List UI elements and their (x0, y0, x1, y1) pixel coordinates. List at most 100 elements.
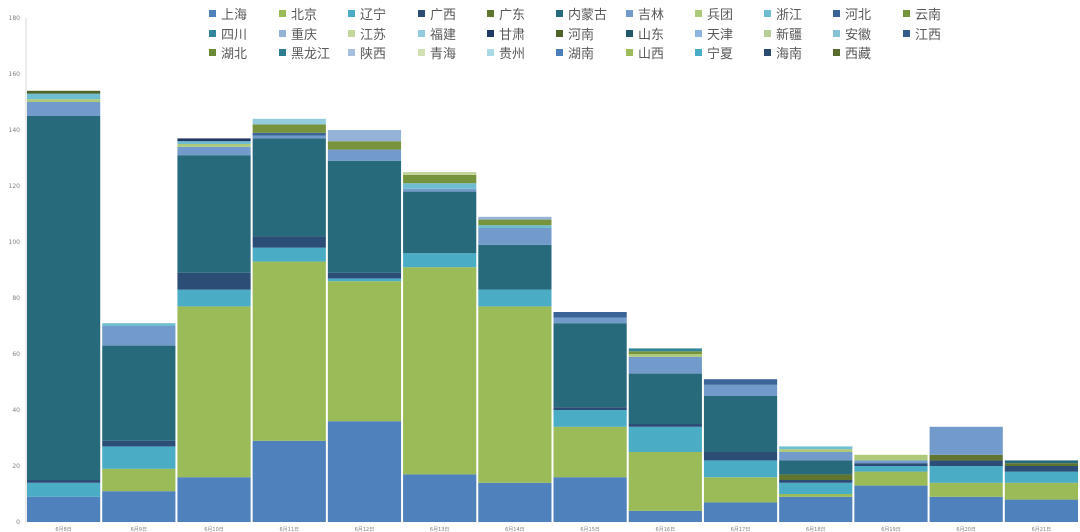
bar-segment-吉林-6月18日 (779, 452, 853, 461)
legend-item[interactable]: 山东 (626, 24, 664, 43)
legend-item[interactable]: 湖南 (556, 43, 594, 62)
legend-label: 江苏 (360, 27, 387, 43)
y-tick-label: 20 (12, 463, 20, 470)
legend-item[interactable]: 河南 (556, 24, 594, 43)
bar-segment-北京-6月19日 (854, 471, 928, 486)
legend-item[interactable]: 云南 (903, 4, 941, 23)
legend-swatch (833, 49, 840, 56)
legend-swatch (487, 29, 494, 37)
legend-item[interactable]: 安徽 (833, 24, 871, 43)
bar-segment-云南-6月12日 (327, 141, 402, 150)
legend-swatch (556, 29, 563, 37)
legend-swatch (695, 29, 702, 37)
legend-item[interactable]: 内蒙古 (556, 4, 607, 23)
bar-segment-上海-6月13日 (403, 474, 477, 522)
legend-swatch (348, 10, 355, 17)
bar-segment-广西-6月15日 (553, 407, 627, 410)
legend-item[interactable]: 宁夏 (695, 43, 733, 62)
legend-swatch (487, 10, 494, 17)
bar-segment-上海-6月19日 (854, 485, 928, 522)
legend-item[interactable]: 江苏 (348, 24, 386, 43)
legend-item[interactable]: 山西 (626, 43, 664, 62)
bar-segment-吉林-6月16日 (628, 356, 702, 374)
y-tick-label: 160 (9, 71, 21, 78)
legend-item[interactable]: 辽宁 (348, 4, 386, 23)
legend-item[interactable]: 黑龙江 (279, 43, 330, 62)
legend-item[interactable]: 青海 (418, 43, 456, 62)
bar-segment-上海-6月21日 (1004, 499, 1078, 522)
bar-segment-重庆-6月14日 (478, 216, 552, 220)
legend-label: 重庆 (291, 27, 318, 43)
bar-segment-广西-6月17日 (703, 452, 778, 461)
legend-item[interactable]: 广西 (418, 4, 456, 23)
bar-segment-云南-6月14日 (478, 219, 552, 226)
legend-item[interactable]: 重庆 (279, 24, 317, 43)
legend-swatch (695, 10, 702, 17)
legend-label: 甘肃 (499, 27, 526, 43)
bar-segment-广西-6月20日 (929, 460, 1003, 466)
legend-item[interactable]: 吉林 (626, 4, 664, 23)
x-tick-label: 6月20日 (956, 527, 976, 532)
bar-segment-北京-6月11日 (252, 261, 326, 441)
bar-segment-吉林-6月15日 (553, 317, 627, 324)
bar-segment-内蒙古-6月10日 (177, 155, 251, 273)
legend-item[interactable]: 福建 (418, 24, 456, 43)
bar-segment-云南-6月11日 (252, 124, 326, 133)
bar-segment-辽宁-6月12日 (327, 278, 402, 282)
bar-segment-广西-6月19日 (854, 463, 928, 466)
legend-item[interactable]: 湖北 (209, 43, 247, 62)
bar-segment-北京-6月13日 (403, 267, 477, 475)
bar-segment-北京-6月21日 (1004, 482, 1078, 500)
bar-segment-内蒙古-6月18日 (779, 460, 853, 475)
legend-label: 广西 (430, 8, 457, 23)
legend-item[interactable]: 北京 (279, 4, 317, 23)
bar-segment-上海-6月17日 (703, 502, 778, 522)
legend-item[interactable]: 广东 (487, 4, 525, 23)
bar-segment-云南-6月13日 (403, 174, 477, 184)
bar-segment-广西-6月18日 (779, 480, 853, 483)
bar-segment-广东-6月18日 (779, 474, 853, 480)
legend-item[interactable]: 四川 (209, 24, 247, 43)
legend-item[interactable]: 江西 (903, 24, 941, 43)
legend-item[interactable]: 甘肃 (487, 24, 525, 43)
bar-segment-兵团-6月19日 (854, 454, 928, 461)
bar-segment-上海-6月14日 (478, 482, 552, 522)
legend-item[interactable]: 天津 (695, 24, 733, 43)
bar-segment-内蒙古-6月21日 (1004, 460, 1078, 464)
legend-item[interactable]: 海南 (764, 43, 802, 62)
legend-item[interactable]: 西藏 (833, 43, 871, 62)
legend-item[interactable]: 陕西 (348, 43, 386, 62)
legend-label: 天津 (707, 27, 734, 43)
bar-segment-广西-6月12日 (327, 272, 402, 279)
x-tick-label: 6月10日 (204, 527, 224, 532)
legend-label: 陕西 (360, 47, 387, 62)
y-tick-label: 180 (9, 15, 21, 22)
bar-segment-上海-6月8日 (27, 496, 101, 522)
bar-segment-上海-6月10日 (177, 477, 251, 522)
legend-item[interactable]: 兵团 (695, 4, 733, 23)
bar-segment-广西-6月21日 (1004, 466, 1078, 472)
x-tick-label: 6月21日 (1032, 527, 1052, 532)
bar-segment-上海-6月12日 (327, 421, 402, 522)
bar-segment-兵团-6月10日 (177, 144, 251, 147)
legend-item[interactable]: 浙江 (764, 4, 802, 23)
legend-item[interactable]: 上海 (209, 4, 247, 23)
legend-item[interactable]: 河北 (833, 4, 871, 23)
bar-segment-北京-6月17日 (703, 477, 778, 503)
legend-swatch (903, 29, 910, 37)
legend-swatch (626, 10, 633, 17)
legend-label: 江西 (915, 27, 942, 43)
bar-segment-辽宁-6月17日 (703, 460, 778, 478)
bar-segment-广西-6月9日 (102, 440, 176, 447)
legend-item[interactable]: 新疆 (764, 24, 802, 43)
legend-label: 北京 (291, 8, 318, 23)
legend-item[interactable]: 贵州 (487, 43, 525, 62)
bar-segment-辽宁-6月15日 (553, 410, 627, 427)
legend-swatch (626, 29, 633, 37)
bar-segment-内蒙古-6月9日 (102, 345, 176, 441)
y-tick-label: 120 (9, 183, 21, 190)
bar-segment-福建-6月11日 (252, 118, 326, 125)
bar-segment-广西-6月8日 (27, 480, 101, 483)
bar-segment-辽宁-6月9日 (102, 446, 176, 469)
legend-swatch (418, 29, 425, 37)
